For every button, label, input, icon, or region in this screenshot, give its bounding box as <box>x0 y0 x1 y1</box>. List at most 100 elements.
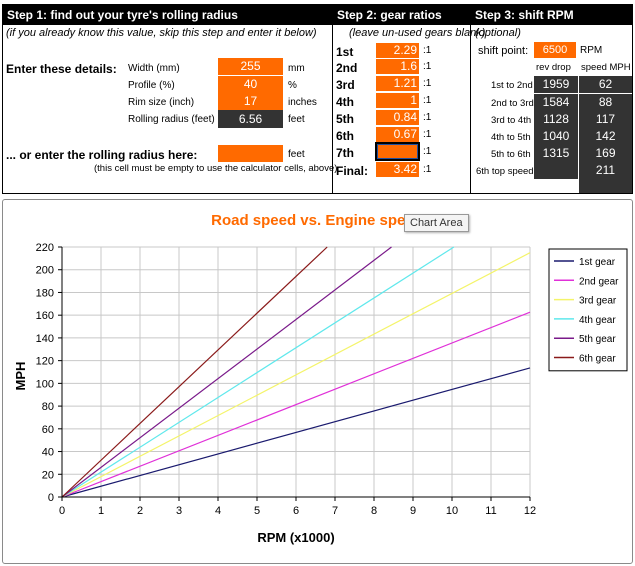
profile-label: Profile (%) <box>128 80 175 91</box>
x-tick-label: 12 <box>524 505 536 517</box>
shift-row-1-speed: 62 <box>579 76 632 93</box>
y-tick-label: 20 <box>42 469 54 481</box>
width-unit: mm <box>288 63 305 74</box>
profile-input[interactable]: 40 <box>218 76 283 93</box>
chart-legend[interactable]: 1st gear 2nd gear 3rd gear 4th gear 5th gear… <box>548 248 628 372</box>
x-tick-label: 6 <box>293 505 299 517</box>
gear-6-label: 6th <box>336 129 354 143</box>
x-tick-label: 0 <box>59 505 65 517</box>
shift-point-label: shift point: <box>478 45 529 57</box>
gear-5-label: 5th <box>336 112 354 126</box>
y-tick-label: 180 <box>36 287 54 299</box>
step3-header: Step 3: shift RPM <box>471 5 632 25</box>
gear-7-input[interactable] <box>375 142 420 161</box>
divider-step1-step2 <box>332 5 333 193</box>
chart-ticks: 0 1 2 3 4 5 6 7 8 9 10 11 12020406080100120140160180… <box>36 242 536 517</box>
road-speed-chart[interactable]: Road speed vs. Engine speed 0 1 2 3 4 5 6 7 8 9 10… <box>3 200 632 563</box>
shift-point-input[interactable]: 6500 <box>534 42 576 58</box>
x-tick-label: 2 <box>137 505 143 517</box>
y-tick-label: 160 <box>36 310 54 322</box>
shift-row-3-rev: 1128 <box>534 111 578 128</box>
shift-row-3-speed: 117 <box>579 111 632 128</box>
alt-radius-note: (this cell must be empty to use the calc… <box>94 163 338 174</box>
rolling-radius-label: Rolling radius (feet) <box>128 114 215 125</box>
width-input[interactable]: 255 <box>218 58 283 75</box>
shift-row-2-label: 2nd to 3rd <box>491 98 534 109</box>
final-drive-suffix: :1 <box>423 164 432 175</box>
shift-row-4-speed: 142 <box>579 128 632 145</box>
gear-6-suffix: :1 <box>423 129 432 140</box>
rolling-radius-unit: feet <box>288 114 305 125</box>
rim-size-label: Rim size (inch) <box>128 97 195 108</box>
gear-3-input[interactable]: 1.21 <box>376 76 419 91</box>
series-line-5 <box>61 246 392 498</box>
y-tick-label: 0 <box>48 492 54 504</box>
legend-label-5: 5th gear <box>579 334 616 345</box>
y-axis-label: MPH <box>13 362 28 391</box>
y-tick-label: 40 <box>42 447 54 459</box>
shift-row-3-label: 3rd to 4th <box>491 115 532 126</box>
gear-2-input[interactable]: 1.6 <box>376 59 419 74</box>
x-tick-label: 3 <box>176 505 182 517</box>
shift-row-4-rev: 1040 <box>534 128 578 145</box>
rolling-radius-value: 6.56 <box>218 110 283 128</box>
series-line-3 <box>61 252 531 498</box>
gear-4-input[interactable]: 1 <box>376 93 419 108</box>
final-drive-label: Final: <box>336 164 368 178</box>
alt-radius-input[interactable] <box>218 145 283 162</box>
shift-row-4-label: 4th to 5th <box>491 132 531 143</box>
chart-grid <box>61 246 531 498</box>
chart-series <box>61 246 531 498</box>
final-drive-input[interactable]: 3.42 <box>376 162 419 177</box>
rim-size-input[interactable]: 17 <box>218 93 283 110</box>
gear-2-label: 2nd <box>336 61 358 75</box>
width-label: Width (mm) <box>128 63 180 74</box>
alt-radius-label: ... or enter the rolling radius here: <box>6 148 198 162</box>
step2-note: (leave un-used gears blank) <box>349 27 486 39</box>
shift-row-5-label: 5th to 6th <box>491 149 531 160</box>
chart-area-tooltip: Chart Area <box>404 214 469 232</box>
speed-mph-header: speed MPH <box>581 62 631 73</box>
x-tick-label: 5 <box>254 505 260 517</box>
gear-6-input[interactable]: 0.67 <box>376 127 419 142</box>
x-tick-label: 8 <box>371 505 377 517</box>
shift-row-1-rev: 1959 <box>534 76 578 93</box>
gear-2-suffix: :1 <box>423 61 432 72</box>
x-tick-label: 9 <box>410 505 416 517</box>
shift-row-1-label: 1st to 2nd <box>491 80 533 91</box>
top-panel-border <box>2 4 633 194</box>
gear-5-suffix: :1 <box>423 112 432 123</box>
series-line-4 <box>61 246 455 498</box>
gear-5-input[interactable]: 0.84 <box>376 110 419 125</box>
gear-4-label: 4th <box>336 95 354 109</box>
gear-4-suffix: :1 <box>423 95 432 106</box>
y-tick-label: 140 <box>36 333 54 345</box>
step1-header: Step 1: find out your tyre's rolling rad… <box>3 5 332 25</box>
chart-area[interactable]: Road speed vs. Engine speed 0 1 2 3 4 5 6 7 8 9 10… <box>2 199 633 564</box>
legend-label-2: 2nd gear <box>579 276 619 287</box>
shift-row-2-rev: 1584 <box>534 94 578 111</box>
x-axis-label: RPM (x1000) <box>257 530 334 545</box>
x-tick-label: 4 <box>215 505 221 517</box>
profile-unit: % <box>288 80 297 91</box>
y-tick-label: 220 <box>36 242 54 254</box>
series-line-2 <box>61 311 531 498</box>
y-tick-label: 120 <box>36 356 54 368</box>
divider-step2-step3 <box>470 5 471 193</box>
gear-3-suffix: :1 <box>423 78 432 89</box>
series-line-6 <box>61 246 328 498</box>
gear-1-input[interactable]: 2.29 <box>376 43 419 58</box>
legend-label-1: 1st gear <box>579 257 616 268</box>
gear-1-label: 1st <box>336 45 354 59</box>
shift-row-6-label: 6th top speed <box>476 166 534 177</box>
shift-row-6-rev <box>534 162 578 179</box>
shift-point-unit: RPM <box>580 45 603 56</box>
gear-1-suffix: :1 <box>423 45 432 56</box>
step2-header: Step 2: gear ratios <box>333 5 470 25</box>
shift-row-5-rev: 1315 <box>534 145 578 162</box>
series-line-1 <box>61 367 531 498</box>
step1-note: (if you already know this value, skip th… <box>6 27 317 39</box>
y-tick-label: 200 <box>36 265 54 277</box>
shift-row-5-speed: 169 <box>579 145 632 162</box>
shift-row-6-speed: 211 <box>579 162 632 179</box>
